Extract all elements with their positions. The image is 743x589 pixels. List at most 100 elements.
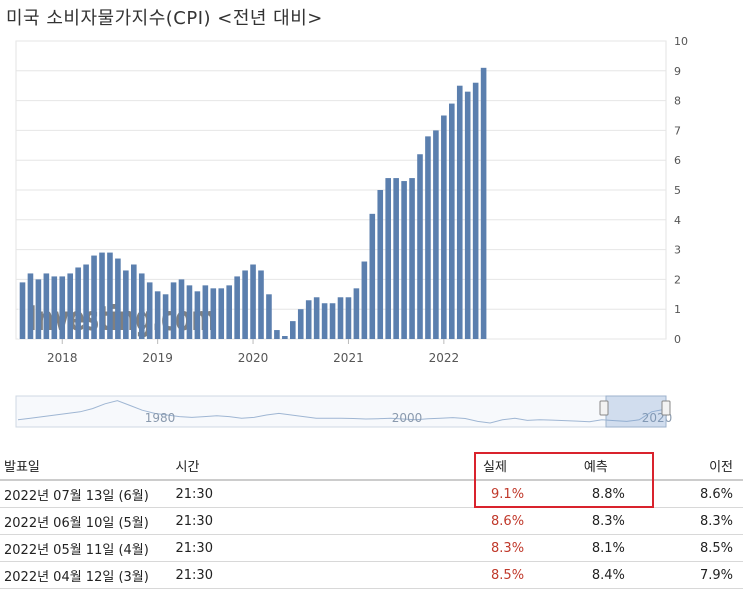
bar [274, 330, 280, 339]
bar [449, 103, 455, 339]
cell-forecast: 8.4% [569, 561, 700, 589]
cell-forecast: 8.1% [569, 534, 700, 562]
cell-previous: 7.9% [699, 561, 743, 589]
bar [210, 288, 217, 339]
header-forecast[interactable]: 예측 [569, 452, 700, 481]
y-tick-label: 1 [674, 303, 681, 316]
bar [480, 67, 487, 339]
y-tick-label: 8 [674, 95, 681, 108]
bars [19, 67, 487, 339]
chart-title: 미국 소비자물가지수(CPI) <전년 대비> [6, 8, 323, 29]
bar [202, 285, 209, 339]
cell-date: 2022년 06월 10일 (5월) [0, 507, 176, 535]
bar [27, 273, 34, 339]
table-header-row: 발표일 시간 실제 예측 이전 [0, 452, 743, 481]
bar [99, 252, 105, 339]
bar [234, 276, 240, 339]
bar [146, 282, 153, 339]
cell-actual: 9.1% [469, 480, 570, 508]
header-actual[interactable]: 실제 [469, 452, 570, 481]
x-tick-label: 2018 [47, 351, 78, 365]
bar [401, 181, 407, 339]
cell-time: 21:30 [175, 480, 470, 508]
navigator-frame [15, 395, 667, 428]
bar [305, 300, 312, 339]
bar [464, 91, 471, 339]
bar [456, 85, 463, 339]
y-tick-label: 6 [674, 154, 681, 167]
x-tick-label: 2021 [333, 351, 364, 365]
y-tick-label: 4 [674, 214, 681, 227]
cell-date: 2022년 05월 11일 (4월) [0, 534, 176, 562]
bar [433, 130, 439, 339]
bar [43, 273, 50, 339]
bar [162, 294, 169, 339]
cell-actual: 8.6% [469, 507, 570, 535]
bar [353, 288, 360, 339]
bar [321, 303, 328, 339]
navigator-label: 2000 [392, 411, 423, 425]
table-row: 2022년 04월 12일 (3월) 21:30 8.5% 8.4% 7.9% [0, 561, 743, 589]
y-tick-label: 3 [674, 244, 681, 257]
cell-actual: 8.5% [469, 561, 570, 589]
cell-date: 2022년 07월 13일 (6월) [0, 480, 176, 508]
y-tick-label: 9 [674, 65, 681, 78]
bar [107, 252, 113, 339]
cell-time: 21:30 [175, 561, 470, 589]
bar [266, 294, 272, 339]
y-tick-label: 7 [674, 124, 681, 137]
bar [258, 270, 264, 339]
header-date[interactable]: 발표일 [0, 452, 176, 481]
header-time[interactable]: 시간 [175, 452, 470, 481]
bar [226, 285, 232, 339]
bar [393, 178, 399, 339]
bar [250, 264, 256, 339]
bar [377, 190, 384, 339]
bar [409, 178, 415, 339]
cell-time: 21:30 [175, 534, 470, 562]
bar [186, 285, 193, 339]
navigator-handle-right [661, 400, 671, 416]
bar [345, 297, 352, 339]
bar [472, 82, 479, 339]
bar [290, 321, 296, 339]
navigator-label: 1980 [145, 411, 176, 425]
bar [91, 255, 97, 339]
navigator-series [17, 400, 665, 424]
cell-previous: 8.5% [699, 534, 743, 562]
cell-previous: 8.6% [699, 480, 743, 508]
bar [154, 291, 161, 339]
cell-time: 21:30 [175, 507, 470, 535]
bar [425, 136, 431, 339]
cell-actual: 8.3% [469, 534, 570, 562]
bar [115, 258, 121, 339]
bar [131, 264, 137, 339]
bar [313, 297, 320, 339]
bar [19, 282, 26, 339]
bar [385, 178, 391, 339]
bar [218, 288, 225, 339]
bar [75, 267, 81, 339]
y-tick-label: 0 [674, 333, 681, 346]
bar [178, 279, 185, 339]
cell-forecast: 8.8% [569, 480, 700, 508]
bar [123, 270, 129, 339]
bar [242, 270, 248, 339]
watermark-text: Investing.com [28, 299, 216, 339]
bar [369, 213, 376, 339]
bar [329, 303, 336, 339]
bar [337, 297, 344, 339]
bar [361, 261, 368, 339]
bar [194, 291, 201, 339]
navigator-window [605, 395, 667, 428]
bar [83, 264, 89, 339]
release-table: 발표일 시간 실제 예측 이전 2022년 07월 13일 (6월) 21:30… [0, 452, 743, 589]
bar [138, 273, 145, 339]
header-previous[interactable]: 이전 [699, 452, 743, 481]
bar [282, 336, 288, 339]
cell-date: 2022년 04월 12일 (3월) [0, 561, 176, 589]
bar [170, 282, 177, 339]
bar [35, 279, 42, 339]
range-navigator[interactable]: 198020002020 [15, 395, 672, 428]
